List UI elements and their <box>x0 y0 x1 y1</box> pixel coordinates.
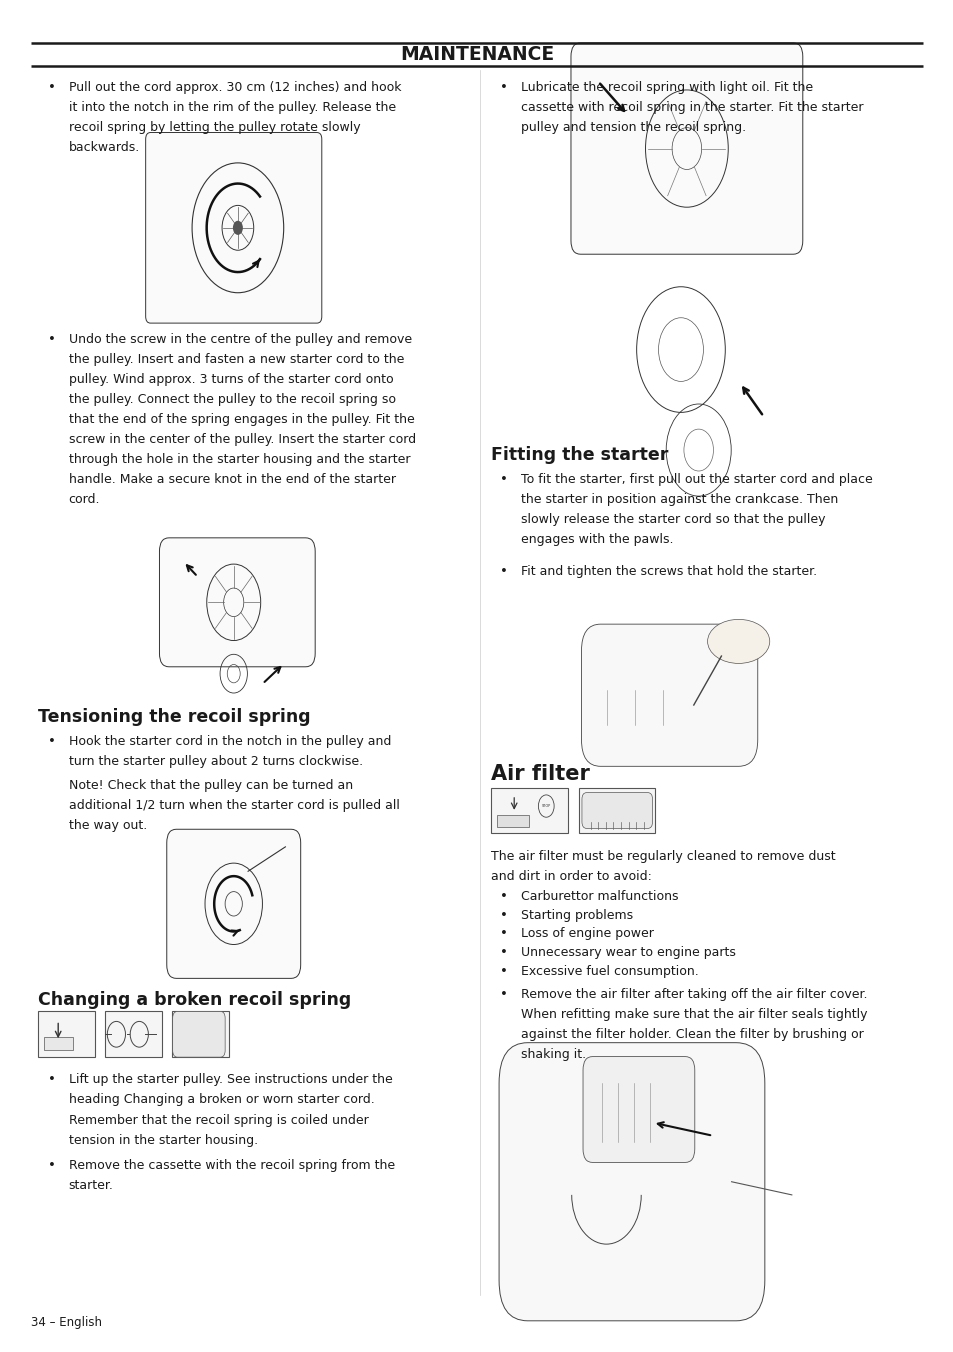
Text: •: • <box>499 565 507 579</box>
Text: Lubricate the recoil spring with light oil. Fit the: Lubricate the recoil spring with light o… <box>520 81 812 95</box>
Text: engages with the pawls.: engages with the pawls. <box>520 533 673 546</box>
Text: Undo the screw in the centre of the pulley and remove: Undo the screw in the centre of the pull… <box>69 333 412 346</box>
FancyBboxPatch shape <box>582 1056 694 1163</box>
FancyBboxPatch shape <box>581 792 652 829</box>
Ellipse shape <box>707 619 769 664</box>
Text: cassette with recoil spring in the starter. Fit the starter: cassette with recoil spring in the start… <box>520 101 862 114</box>
Text: that the end of the spring engages in the pulley. Fit the: that the end of the spring engages in th… <box>69 412 414 426</box>
Text: •: • <box>499 909 507 922</box>
Text: turn the starter pulley about 2 turns clockwise.: turn the starter pulley about 2 turns cl… <box>69 756 362 768</box>
Bar <box>497 815 529 827</box>
Text: •: • <box>499 81 507 95</box>
Text: the pulley. Connect the pulley to the recoil spring so: the pulley. Connect the pulley to the re… <box>69 392 395 406</box>
Text: shaking it.: shaking it. <box>520 1048 585 1061</box>
Text: and dirt in order to avoid:: and dirt in order to avoid: <box>491 871 652 883</box>
Text: MAINTENANCE: MAINTENANCE <box>399 45 554 64</box>
Text: To fit the starter, first pull out the starter cord and place: To fit the starter, first pull out the s… <box>520 473 872 487</box>
FancyBboxPatch shape <box>498 1042 764 1321</box>
Text: Remember that the recoil spring is coiled under: Remember that the recoil spring is coile… <box>69 1114 368 1126</box>
Text: Pull out the cord approx. 30 cm (12 inches) and hook: Pull out the cord approx. 30 cm (12 inch… <box>69 81 401 95</box>
FancyBboxPatch shape <box>159 538 314 667</box>
Text: •: • <box>499 473 507 487</box>
Text: heading Changing a broken or worn starter cord.: heading Changing a broken or worn starte… <box>69 1094 374 1106</box>
Circle shape <box>233 220 243 235</box>
FancyBboxPatch shape <box>571 43 801 254</box>
Text: Hook the starter cord in the notch in the pulley and: Hook the starter cord in the notch in th… <box>69 735 391 749</box>
Text: against the filter holder. Clean the filter by brushing or: against the filter holder. Clean the fil… <box>520 1029 862 1041</box>
Text: Starting problems: Starting problems <box>520 909 633 922</box>
Text: additional 1/2 turn when the starter cord is pulled all: additional 1/2 turn when the starter cor… <box>69 799 399 811</box>
Text: Tensioning the recoil spring: Tensioning the recoil spring <box>38 708 311 726</box>
Text: starter.: starter. <box>69 1179 113 1191</box>
FancyBboxPatch shape <box>581 625 757 767</box>
Text: •: • <box>499 946 507 960</box>
Bar <box>491 788 567 833</box>
Text: Note! Check that the pulley can be turned an: Note! Check that the pulley can be turne… <box>69 779 353 792</box>
Text: it into the notch in the rim of the pulley. Release the: it into the notch in the rim of the pull… <box>69 101 395 114</box>
Text: through the hole in the starter housing and the starter: through the hole in the starter housing … <box>69 453 410 465</box>
Bar <box>172 1011 229 1057</box>
Text: screw in the center of the pulley. Insert the starter cord: screw in the center of the pulley. Inser… <box>69 433 416 446</box>
Text: Unnecessary wear to engine parts: Unnecessary wear to engine parts <box>520 946 735 960</box>
FancyBboxPatch shape <box>146 132 321 323</box>
Text: Excessive fuel consumption.: Excessive fuel consumption. <box>520 965 698 979</box>
Text: pulley and tension the recoil spring.: pulley and tension the recoil spring. <box>520 122 745 134</box>
Text: •: • <box>48 81 55 95</box>
Text: Lift up the starter pulley. See instructions under the: Lift up the starter pulley. See instruct… <box>69 1073 392 1087</box>
Text: slowly release the starter cord so that the pulley: slowly release the starter cord so that … <box>520 514 824 526</box>
FancyBboxPatch shape <box>172 1011 225 1057</box>
Text: Air filter: Air filter <box>491 764 590 784</box>
Text: •: • <box>48 1159 55 1172</box>
Text: the starter in position against the crankcase. Then: the starter in position against the cran… <box>520 493 838 506</box>
Text: pulley. Wind approx. 3 turns of the starter cord onto: pulley. Wind approx. 3 turns of the star… <box>69 373 393 385</box>
Text: •: • <box>499 988 507 1002</box>
Text: •: • <box>48 735 55 749</box>
Text: tension in the starter housing.: tension in the starter housing. <box>69 1133 257 1146</box>
Bar <box>578 788 655 833</box>
Text: Loss of engine power: Loss of engine power <box>520 927 653 941</box>
Text: backwards.: backwards. <box>69 141 140 154</box>
Bar <box>38 1011 95 1057</box>
Text: •: • <box>48 333 55 346</box>
Text: The air filter must be regularly cleaned to remove dust: The air filter must be regularly cleaned… <box>491 850 835 864</box>
Text: the way out.: the way out. <box>69 819 147 831</box>
Text: Changing a broken recoil spring: Changing a broken recoil spring <box>38 991 351 1009</box>
Text: Remove the cassette with the recoil spring from the: Remove the cassette with the recoil spri… <box>69 1159 395 1172</box>
Text: •: • <box>499 890 507 903</box>
Text: •: • <box>499 927 507 941</box>
Text: STOP: STOP <box>541 804 550 808</box>
Text: cord.: cord. <box>69 492 100 506</box>
Text: Remove the air filter after taking off the air filter cover.: Remove the air filter after taking off t… <box>520 988 866 1002</box>
FancyBboxPatch shape <box>167 829 300 979</box>
Text: Fitting the starter: Fitting the starter <box>491 446 668 464</box>
Bar <box>105 1011 162 1057</box>
Text: •: • <box>48 1073 55 1087</box>
Text: •: • <box>499 965 507 979</box>
Text: Carburettor malfunctions: Carburettor malfunctions <box>520 890 678 903</box>
Text: recoil spring by letting the pulley rotate slowly: recoil spring by letting the pulley rota… <box>69 122 360 134</box>
Text: the pulley. Insert and fasten a new starter cord to the: the pulley. Insert and fasten a new star… <box>69 353 404 365</box>
Text: Fit and tighten the screws that hold the starter.: Fit and tighten the screws that hold the… <box>520 565 816 579</box>
Text: 34 – English: 34 – English <box>31 1315 102 1329</box>
Text: handle. Make a secure knot in the end of the starter: handle. Make a secure knot in the end of… <box>69 473 395 485</box>
Text: When refitting make sure that the air filter seals tightly: When refitting make sure that the air fi… <box>520 1009 866 1021</box>
Bar <box>44 1037 72 1051</box>
